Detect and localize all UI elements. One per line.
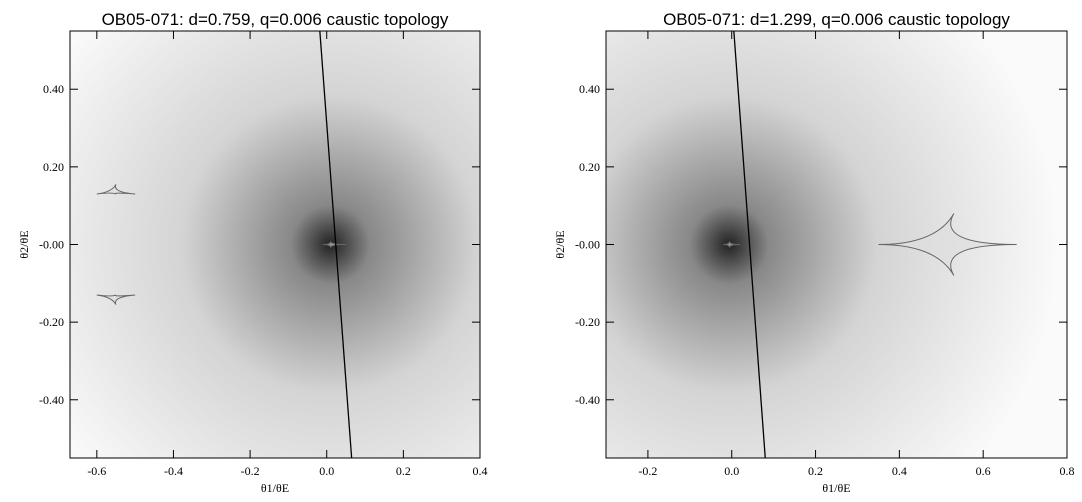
x-tick-label: 0.2 <box>808 464 823 478</box>
caustic <box>96 294 136 305</box>
x-tick-label: 0.6 <box>976 464 991 478</box>
x-tick-label: 0.4 <box>473 464 488 478</box>
y-tick-label: 0.20 <box>43 160 64 174</box>
y-tick-label: -0.20 <box>39 315 64 329</box>
plot-area <box>606 31 1067 458</box>
plot-area <box>70 31 480 458</box>
y-tick-label: -0.40 <box>575 393 600 407</box>
x-tick-label: -0.6 <box>87 464 106 478</box>
y-axis-label: θ2/θE <box>553 230 567 258</box>
magnification-map <box>70 31 480 458</box>
caustic <box>723 241 741 248</box>
y-tick-label: 0.40 <box>43 82 64 96</box>
x-axis-label: θ1/θE <box>261 481 289 495</box>
x-axis-label: θ1/θE <box>822 481 850 495</box>
trajectory <box>319 31 353 458</box>
y-tick-label: 0.40 <box>579 82 600 96</box>
x-tick-label: 0.8 <box>1060 464 1075 478</box>
y-tick-label: 0.20 <box>579 160 600 174</box>
trajectory <box>733 31 766 458</box>
y-tick-label: -0.20 <box>575 315 600 329</box>
x-tick-label: 0.2 <box>396 464 411 478</box>
caustic <box>96 184 136 195</box>
x-tick-label: 0.0 <box>319 464 334 478</box>
x-tick-label: 0.4 <box>892 464 907 478</box>
y-tick-label: -0.00 <box>39 238 64 252</box>
x-tick-label: 0.0 <box>724 464 739 478</box>
y-axis-label: θ2/θE <box>17 230 31 258</box>
x-tick-label: -0.2 <box>241 464 260 478</box>
y-tick-label: -0.00 <box>575 238 600 252</box>
y-tick-label: -0.40 <box>39 393 64 407</box>
chart-title: OB05-071: d=0.759, q=0.006 caustic topol… <box>102 10 449 29</box>
x-tick-label: -0.4 <box>164 464 183 478</box>
chart-title: OB05-071: d=1.299, q=0.006 caustic topol… <box>663 10 1010 29</box>
x-tick-label: -0.2 <box>638 464 657 478</box>
